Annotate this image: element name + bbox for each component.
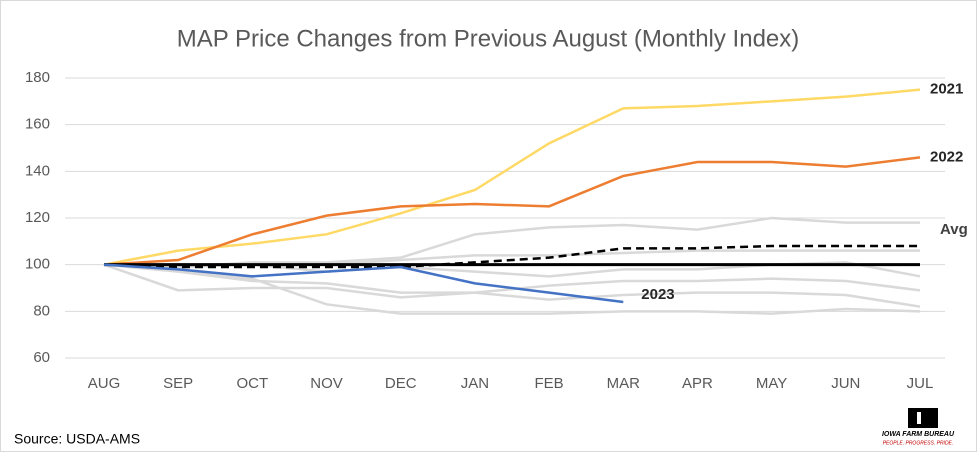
x-tick-label: DEC — [385, 375, 417, 392]
x-tick-label: JUL — [907, 375, 934, 392]
series-line — [103, 263, 921, 315]
series-line — [103, 263, 921, 308]
x-tick-label: APR — [682, 375, 713, 392]
logo-mark-cut — [917, 412, 921, 424]
logo: IOWA FARM BUREAU PEOPLE. PROGRESS. PRIDE… — [882, 408, 955, 446]
series-line — [103, 263, 624, 304]
series-line — [103, 244, 920, 269]
x-tick-label: FEB — [534, 375, 563, 392]
y-tick-label: 180 — [25, 69, 50, 86]
x-tick-label: JUN — [831, 375, 860, 392]
source: Source: USDA-AMS — [14, 431, 140, 447]
series-label: 2021 — [930, 81, 963, 98]
x-tick-label: AUG — [88, 375, 121, 392]
y-tick-label: 120 — [25, 209, 50, 226]
series-label: Avg — [940, 221, 968, 238]
series-label: 2022 — [930, 148, 963, 165]
x-tick-label: MAY — [756, 375, 787, 392]
x-tick-label: NOV — [310, 375, 343, 392]
logo-mark — [908, 408, 938, 428]
series-line — [103, 216, 920, 269]
logo-name: IOWA FARM BUREAU — [882, 431, 955, 438]
x-tick-label: MAR — [607, 375, 641, 392]
series-line — [103, 156, 921, 266]
x-tick-label: SEP — [163, 375, 193, 392]
x-tick-label: JAN — [461, 375, 489, 392]
y-tick-label: 140 — [25, 162, 50, 179]
x-tick-label: OCT — [237, 375, 269, 392]
y-tick-label: 100 — [25, 256, 50, 273]
y-tick-label: 60 — [33, 349, 50, 366]
series-line — [103, 88, 921, 266]
series-label: 2023 — [641, 286, 674, 303]
y-tick-label: 160 — [25, 116, 50, 133]
y-tick-label: 80 — [33, 302, 50, 319]
chart-title: MAP Price Changes from Previous August (… — [177, 25, 800, 52]
logo-tagline: PEOPLE. PROGRESS. PRIDE. — [883, 440, 954, 446]
